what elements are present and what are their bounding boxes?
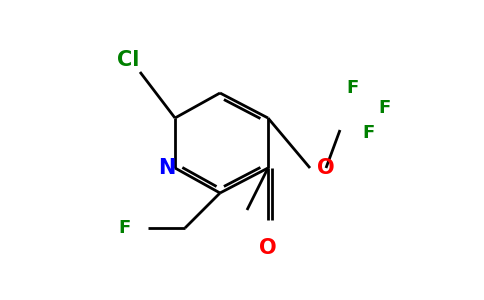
Text: F: F	[346, 79, 358, 97]
Text: O: O	[259, 238, 277, 258]
Text: Cl: Cl	[117, 50, 139, 70]
Text: F: F	[379, 99, 391, 117]
Text: F: F	[362, 124, 374, 142]
Text: N: N	[158, 158, 176, 178]
Text: F: F	[119, 219, 131, 237]
Text: O: O	[317, 158, 335, 178]
